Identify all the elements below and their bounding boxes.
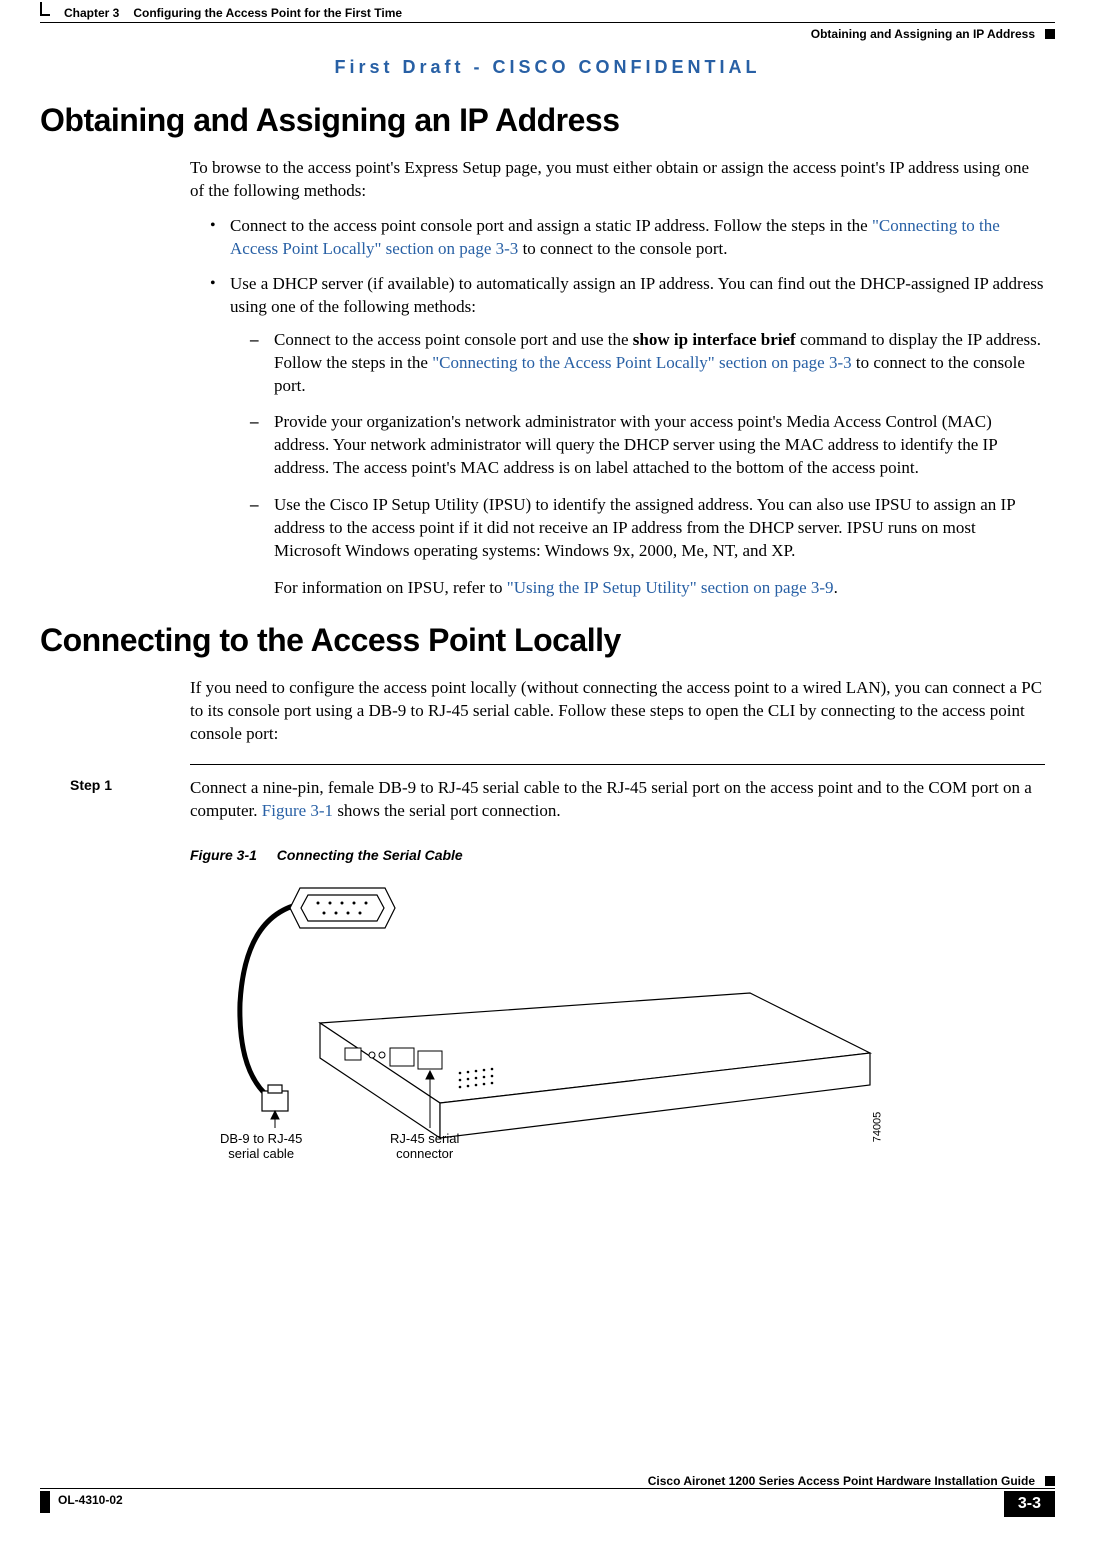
link-ipsu-section[interactable]: "Using the IP Setup Utility" section on … bbox=[507, 578, 834, 597]
figure-label-cable-l2: serial cable bbox=[220, 1146, 302, 1161]
chapter-title: Configuring the Access Point for the Fir… bbox=[133, 6, 402, 20]
figure-label-conn-l2: connector bbox=[390, 1146, 459, 1161]
sub3-extra-pre: For information on IPSU, refer to bbox=[274, 578, 507, 597]
figure-label-cable-l1: DB-9 to RJ-45 bbox=[220, 1131, 302, 1146]
header-corner-mark-left bbox=[40, 2, 50, 16]
step-1-row: Step 1 Connect a nine-pin, female DB-9 t… bbox=[40, 777, 1055, 823]
step-separator-rule bbox=[190, 764, 1045, 765]
figure-caption: Figure 3-1 Connecting the Serial Cable bbox=[190, 847, 1055, 863]
sub1-pre: Connect to the access point console port… bbox=[274, 330, 633, 349]
footer-left-bar bbox=[40, 1491, 50, 1513]
page: Chapter 3 Configuring the Access Point f… bbox=[0, 0, 1095, 1549]
outer-bullet-list: Connect to the access point console port… bbox=[190, 215, 1045, 600]
figure-area: DB-9 to RJ-45 serial cable RJ-45 serial … bbox=[190, 873, 890, 1193]
sub-bullet-mac-address: Provide your organization's network admi… bbox=[250, 411, 1045, 480]
heading-connecting-locally: Connecting to the Access Point Locally bbox=[40, 622, 1055, 659]
step-1-label: Step 1 bbox=[40, 777, 190, 823]
figure-label-conn-l1: RJ-45 serial bbox=[390, 1131, 459, 1146]
bullet2-text: Use a DHCP server (if available) to auto… bbox=[230, 274, 1043, 316]
chapter-number: Chapter 3 bbox=[64, 6, 119, 20]
figure-label-cable: DB-9 to RJ-45 serial cable bbox=[220, 1131, 302, 1161]
footer-square-mark bbox=[1045, 1476, 1055, 1486]
figure-title: Connecting the Serial Cable bbox=[277, 847, 463, 863]
link-connecting-locally-2[interactable]: "Connecting to the Access Point Locally"… bbox=[432, 353, 851, 372]
sub-bullet-ipsu: Use the Cisco IP Setup Utility (IPSU) to… bbox=[250, 494, 1045, 600]
footer-rule bbox=[40, 1488, 1055, 1489]
sub-bullet-show-ip: Connect to the access point console port… bbox=[250, 329, 1045, 398]
step-1-body: Connect a nine-pin, female DB-9 to RJ-45… bbox=[190, 777, 1045, 823]
sub1-command: show ip interface brief bbox=[633, 330, 796, 349]
figure-number: Figure 3-1 bbox=[190, 847, 257, 863]
bullet1-post: to connect to the console port. bbox=[518, 239, 727, 258]
footer-doc-number: OL-4310-02 bbox=[58, 1491, 123, 1507]
header-section-right: Obtaining and Assigning an IP Address bbox=[811, 27, 1035, 41]
heading-obtaining-ip: Obtaining and Assigning an IP Address bbox=[40, 102, 1055, 139]
bullet-dhcp: Use a DHCP server (if available) to auto… bbox=[210, 273, 1045, 600]
link-figure-3-1[interactable]: Figure 3-1 bbox=[262, 801, 333, 820]
draft-confidential-line: First Draft - CISCO CONFIDENTIAL bbox=[40, 57, 1055, 78]
inner-bullet-list: Connect to the access point console port… bbox=[230, 329, 1045, 600]
figure-svg bbox=[190, 873, 890, 1173]
figure-label-connector: RJ-45 serial connector bbox=[390, 1131, 459, 1161]
bullet-connect-console: Connect to the access point console port… bbox=[210, 215, 1045, 261]
step1-post: shows the serial port connection. bbox=[333, 801, 561, 820]
intro-paragraph-b: If you need to configure the access poin… bbox=[190, 677, 1045, 746]
bullet1-pre: Connect to the access point console port… bbox=[230, 216, 872, 235]
page-header: Chapter 3 Configuring the Access Point f… bbox=[40, 0, 1055, 41]
page-footer: Cisco Aironet 1200 Series Access Point H… bbox=[40, 1488, 1055, 1517]
figure-side-number: 74005 bbox=[871, 1111, 883, 1142]
footer-guide-title: Cisco Aironet 1200 Series Access Point H… bbox=[648, 1474, 1035, 1488]
intro-paragraph-a: To browse to the access point's Express … bbox=[190, 157, 1045, 203]
sub3-text: Use the Cisco IP Setup Utility (IPSU) to… bbox=[274, 495, 1015, 560]
footer-page-number: 3-3 bbox=[1004, 1491, 1055, 1517]
header-square-mark bbox=[1045, 29, 1055, 39]
sub3-extra-post: . bbox=[834, 578, 838, 597]
